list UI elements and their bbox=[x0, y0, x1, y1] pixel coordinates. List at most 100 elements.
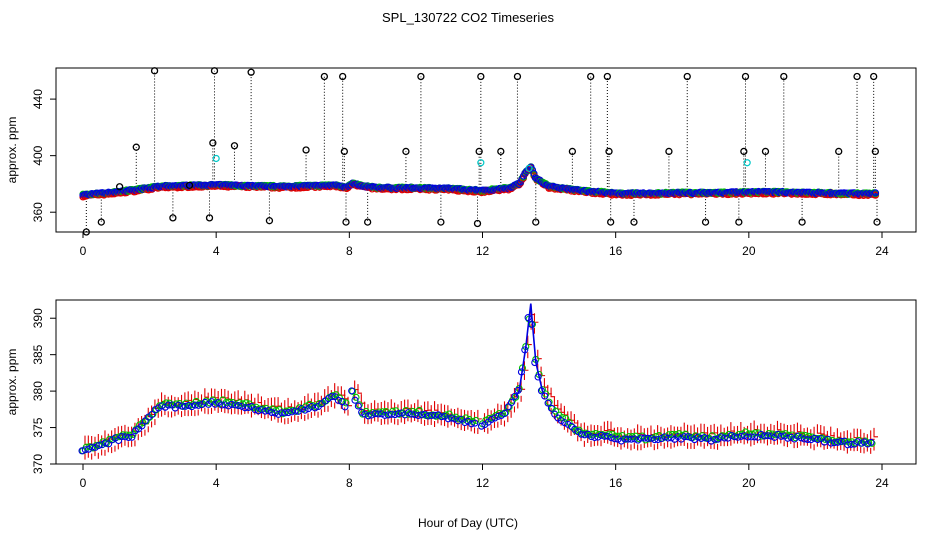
bottom-point-blue bbox=[607, 434, 615, 442]
bottom-point-red bbox=[204, 388, 209, 398]
bottom-point-blue bbox=[384, 411, 392, 419]
top-outlier-black bbox=[630, 218, 638, 226]
bottom-point-red bbox=[697, 427, 702, 437]
bottom-point-red bbox=[547, 384, 552, 395]
top-outlier-cyan bbox=[212, 154, 220, 163]
bottom-point-red bbox=[573, 413, 579, 424]
top-outlier-black bbox=[603, 72, 611, 81]
top-outlier-black bbox=[339, 72, 347, 81]
bottom-point-blue bbox=[174, 401, 183, 409]
top-x-tick-label: 8 bbox=[346, 244, 353, 258]
bottom-point-blue bbox=[647, 434, 655, 442]
figure-title: SPL_130722 CO2 Timeseries bbox=[382, 10, 554, 25]
top-outlier-black bbox=[835, 147, 843, 156]
bottom-point-blue bbox=[597, 431, 605, 439]
bottom-point-blue bbox=[211, 400, 219, 408]
bottom-point-blue bbox=[184, 401, 193, 409]
bottom-point-blue bbox=[471, 419, 479, 427]
bottom-point-red bbox=[490, 410, 496, 420]
top-point-blue bbox=[871, 189, 880, 197]
bottom-point-red bbox=[237, 390, 243, 400]
bottom-point-blue bbox=[720, 434, 729, 442]
bottom-point-blue bbox=[371, 410, 379, 418]
bottom-point-blue bbox=[764, 432, 772, 440]
top-outlier-black bbox=[265, 217, 274, 225]
bottom-point-blue bbox=[867, 438, 875, 446]
bottom-point-red bbox=[513, 387, 519, 398]
bottom-point-blue bbox=[827, 439, 835, 447]
bottom-point-red bbox=[161, 392, 166, 402]
top-y-axis-label: approx. ppm bbox=[5, 117, 19, 184]
bottom-point-green bbox=[672, 430, 680, 439]
bottom-point-blue bbox=[544, 399, 552, 407]
bottom-point-blue bbox=[561, 419, 569, 427]
bottom-point-blue bbox=[258, 406, 266, 414]
bottom-x-tick-label: 4 bbox=[213, 476, 220, 490]
bottom-point-blue bbox=[681, 433, 689, 441]
bottom-point-red bbox=[776, 420, 782, 431]
bottom-point-green bbox=[305, 400, 313, 408]
top-outlier-black bbox=[477, 72, 485, 81]
top-outlier-black bbox=[342, 218, 350, 226]
bottom-point-red bbox=[796, 422, 802, 433]
bottom-point-blue bbox=[388, 410, 396, 418]
bottom-point-green bbox=[815, 434, 823, 442]
top-outlier-black bbox=[417, 72, 425, 81]
top-outlier-black bbox=[402, 147, 410, 156]
bottom-point-blue bbox=[118, 432, 126, 441]
bottom-point-blue bbox=[191, 401, 199, 409]
bottom-point-red bbox=[873, 427, 879, 438]
bottom-y-tick-label: 380 bbox=[31, 381, 45, 401]
bottom-point-blue bbox=[95, 441, 103, 450]
bottom-point-blue bbox=[368, 411, 376, 419]
top-x-tick-label: 0 bbox=[80, 244, 87, 258]
bottom-point-blue bbox=[447, 414, 456, 422]
bottom-point-blue bbox=[374, 410, 382, 418]
bottom-point-blue bbox=[361, 410, 369, 418]
bottom-point-blue bbox=[577, 430, 585, 438]
bottom-point-blue bbox=[128, 433, 136, 441]
bottom-point-blue bbox=[830, 439, 838, 447]
bottom-point-red bbox=[424, 401, 429, 412]
bottom-point-blue bbox=[737, 432, 745, 440]
bottom-point-red bbox=[284, 400, 289, 410]
top-outlier-black bbox=[497, 147, 505, 156]
bottom-point-blue bbox=[847, 440, 855, 448]
bottom-point-blue bbox=[511, 392, 519, 400]
bottom-point-blue bbox=[837, 437, 845, 445]
bottom-point-blue bbox=[354, 402, 362, 410]
bottom-point-red bbox=[220, 388, 226, 399]
bottom-x-axis: 0 4 8 12 16 20 24 bbox=[80, 464, 889, 490]
bottom-peak-line bbox=[515, 303, 545, 398]
bottom-point-blue bbox=[148, 410, 156, 419]
bottom-point-blue bbox=[138, 422, 146, 430]
top-panel: 0 4 8 12 16 20 24 360 400 440 approx. ppm bbox=[5, 67, 917, 258]
bottom-point-red bbox=[427, 401, 432, 411]
bottom-point-red bbox=[600, 425, 606, 436]
bottom-point-blue bbox=[424, 412, 432, 420]
top-outlier-cyan bbox=[477, 159, 485, 167]
bottom-point-red bbox=[603, 421, 609, 432]
bottom-point-red bbox=[836, 428, 842, 438]
bottom-point-red bbox=[553, 396, 559, 406]
bottom-point-red bbox=[447, 405, 452, 415]
top-outlier-black bbox=[230, 142, 239, 150]
bottom-point-blue bbox=[717, 433, 725, 441]
bottom-point-blue bbox=[268, 408, 276, 416]
bottom-point-blue bbox=[431, 411, 439, 419]
bottom-point-red bbox=[194, 390, 199, 401]
top-outlier-black bbox=[871, 147, 879, 156]
bottom-point-red bbox=[610, 421, 616, 431]
top-outlier-black bbox=[870, 72, 878, 81]
bottom-point-blue bbox=[710, 435, 719, 443]
bottom-x-tick-label: 20 bbox=[742, 476, 756, 490]
top-plot-marks bbox=[79, 67, 881, 236]
top-outlier-black bbox=[185, 181, 194, 189]
bottom-point-blue bbox=[311, 404, 319, 412]
top-x-tick-label: 24 bbox=[875, 244, 889, 258]
bottom-point-blue bbox=[404, 409, 412, 417]
bottom-point-red bbox=[820, 424, 825, 435]
top-outlier-black bbox=[761, 147, 770, 156]
bottom-point-red bbox=[477, 409, 482, 420]
